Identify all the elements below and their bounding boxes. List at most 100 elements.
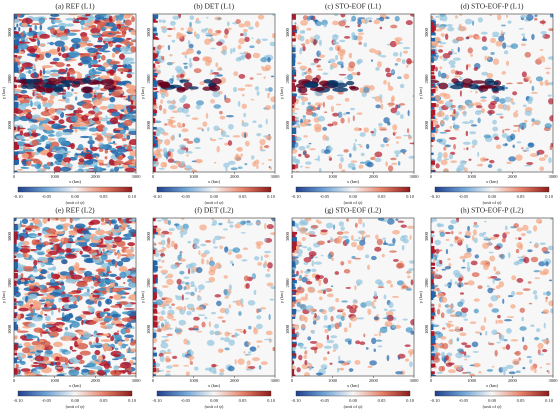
eddy: [103, 333, 109, 336]
jet: [81, 86, 93, 93]
eddy: [131, 277, 138, 283]
boundary: [14, 85, 17, 88]
eddy: [115, 51, 119, 54]
eddy: [508, 252, 511, 258]
eddy: [497, 169, 502, 172]
eddy: [295, 137, 302, 142]
eddy: [92, 153, 100, 158]
eddy: [157, 45, 161, 50]
eddy: [195, 287, 198, 292]
eddy: [81, 115, 88, 121]
eddy: [318, 116, 326, 122]
eddy: [56, 226, 63, 229]
eddy: [309, 143, 312, 145]
panel-title: (f) DET (L2): [194, 206, 234, 215]
eddy: [472, 145, 475, 148]
eddy: [159, 105, 162, 111]
jet: [33, 82, 45, 85]
eddy: [531, 92, 538, 94]
eddy: [536, 76, 543, 81]
eddy: [178, 285, 183, 291]
eddy: [242, 104, 247, 109]
eddy: [439, 26, 445, 29]
eddy: [204, 250, 210, 254]
eddy: [170, 135, 174, 140]
eddy: [202, 121, 207, 126]
eddy: [82, 270, 85, 273]
panel-title: (h) STO-EOF-P (L2): [461, 206, 524, 215]
eddy: [496, 342, 501, 344]
eddy: [116, 82, 124, 86]
colorbar-tick-label: 0.10: [267, 194, 276, 199]
eddy: [243, 351, 245, 353]
eddy: [268, 159, 273, 161]
colorbar-label: (unit of ψ): [344, 200, 363, 205]
eddy: [548, 300, 555, 306]
eddy: [300, 36, 305, 42]
eddy: [218, 67, 222, 71]
eddy: [219, 111, 223, 114]
eddy: [219, 246, 223, 249]
eddy: [114, 38, 123, 42]
eddy: [160, 99, 163, 104]
jet: [438, 83, 448, 90]
eddy: [238, 88, 245, 91]
eddy: [341, 226, 345, 231]
eddy: [515, 154, 522, 161]
eddy: [349, 53, 353, 59]
eddy: [46, 51, 58, 53]
y-tick-label: 3000: [7, 231, 12, 241]
eddy: [407, 226, 414, 229]
eddy: [319, 51, 321, 54]
eddy: [70, 346, 73, 350]
eddy: [529, 80, 532, 84]
eddy: [35, 276, 46, 279]
eddy: [517, 141, 522, 143]
eddy: [158, 370, 162, 372]
eddy: [113, 64, 118, 69]
eddy: [309, 234, 317, 236]
eddy: [506, 61, 509, 66]
jet: [74, 81, 80, 85]
eddy: [48, 332, 50, 334]
eddy: [16, 135, 25, 139]
eddy: [445, 232, 451, 234]
eddy: [187, 241, 191, 244]
boundary: [14, 259, 18, 261]
eddy: [124, 249, 133, 253]
eddy: [30, 124, 39, 130]
boundary: [292, 221, 295, 226]
eddy: [513, 223, 519, 228]
x-tick-label: 2000: [508, 378, 518, 383]
eddy: [38, 126, 44, 131]
eddy: [453, 125, 459, 130]
eddy: [83, 93, 93, 99]
eddy: [232, 263, 234, 266]
eddy: [109, 274, 117, 277]
eddy: [466, 36, 469, 39]
eddy: [193, 317, 200, 321]
boundary: [14, 368, 17, 373]
eddy: [392, 325, 396, 329]
eddy: [478, 371, 481, 373]
eddy: [445, 266, 451, 269]
eddy: [190, 360, 192, 363]
eddy: [186, 264, 193, 269]
y-tick-label: 1000: [285, 324, 290, 334]
eddy: [33, 260, 37, 266]
eddy: [402, 245, 405, 251]
eddy: [166, 371, 171, 373]
eddy: [512, 91, 517, 95]
eddy: [448, 60, 455, 65]
eddy: [321, 255, 324, 257]
eddy: [362, 234, 364, 241]
eddy: [371, 59, 373, 62]
eddy: [115, 44, 122, 47]
eddy: [256, 243, 261, 249]
eddy: [403, 135, 410, 137]
eddy: [506, 105, 510, 111]
boundary: [153, 92, 157, 98]
eddy: [82, 103, 93, 109]
boundary: [431, 346, 434, 351]
eddy: [213, 239, 216, 245]
